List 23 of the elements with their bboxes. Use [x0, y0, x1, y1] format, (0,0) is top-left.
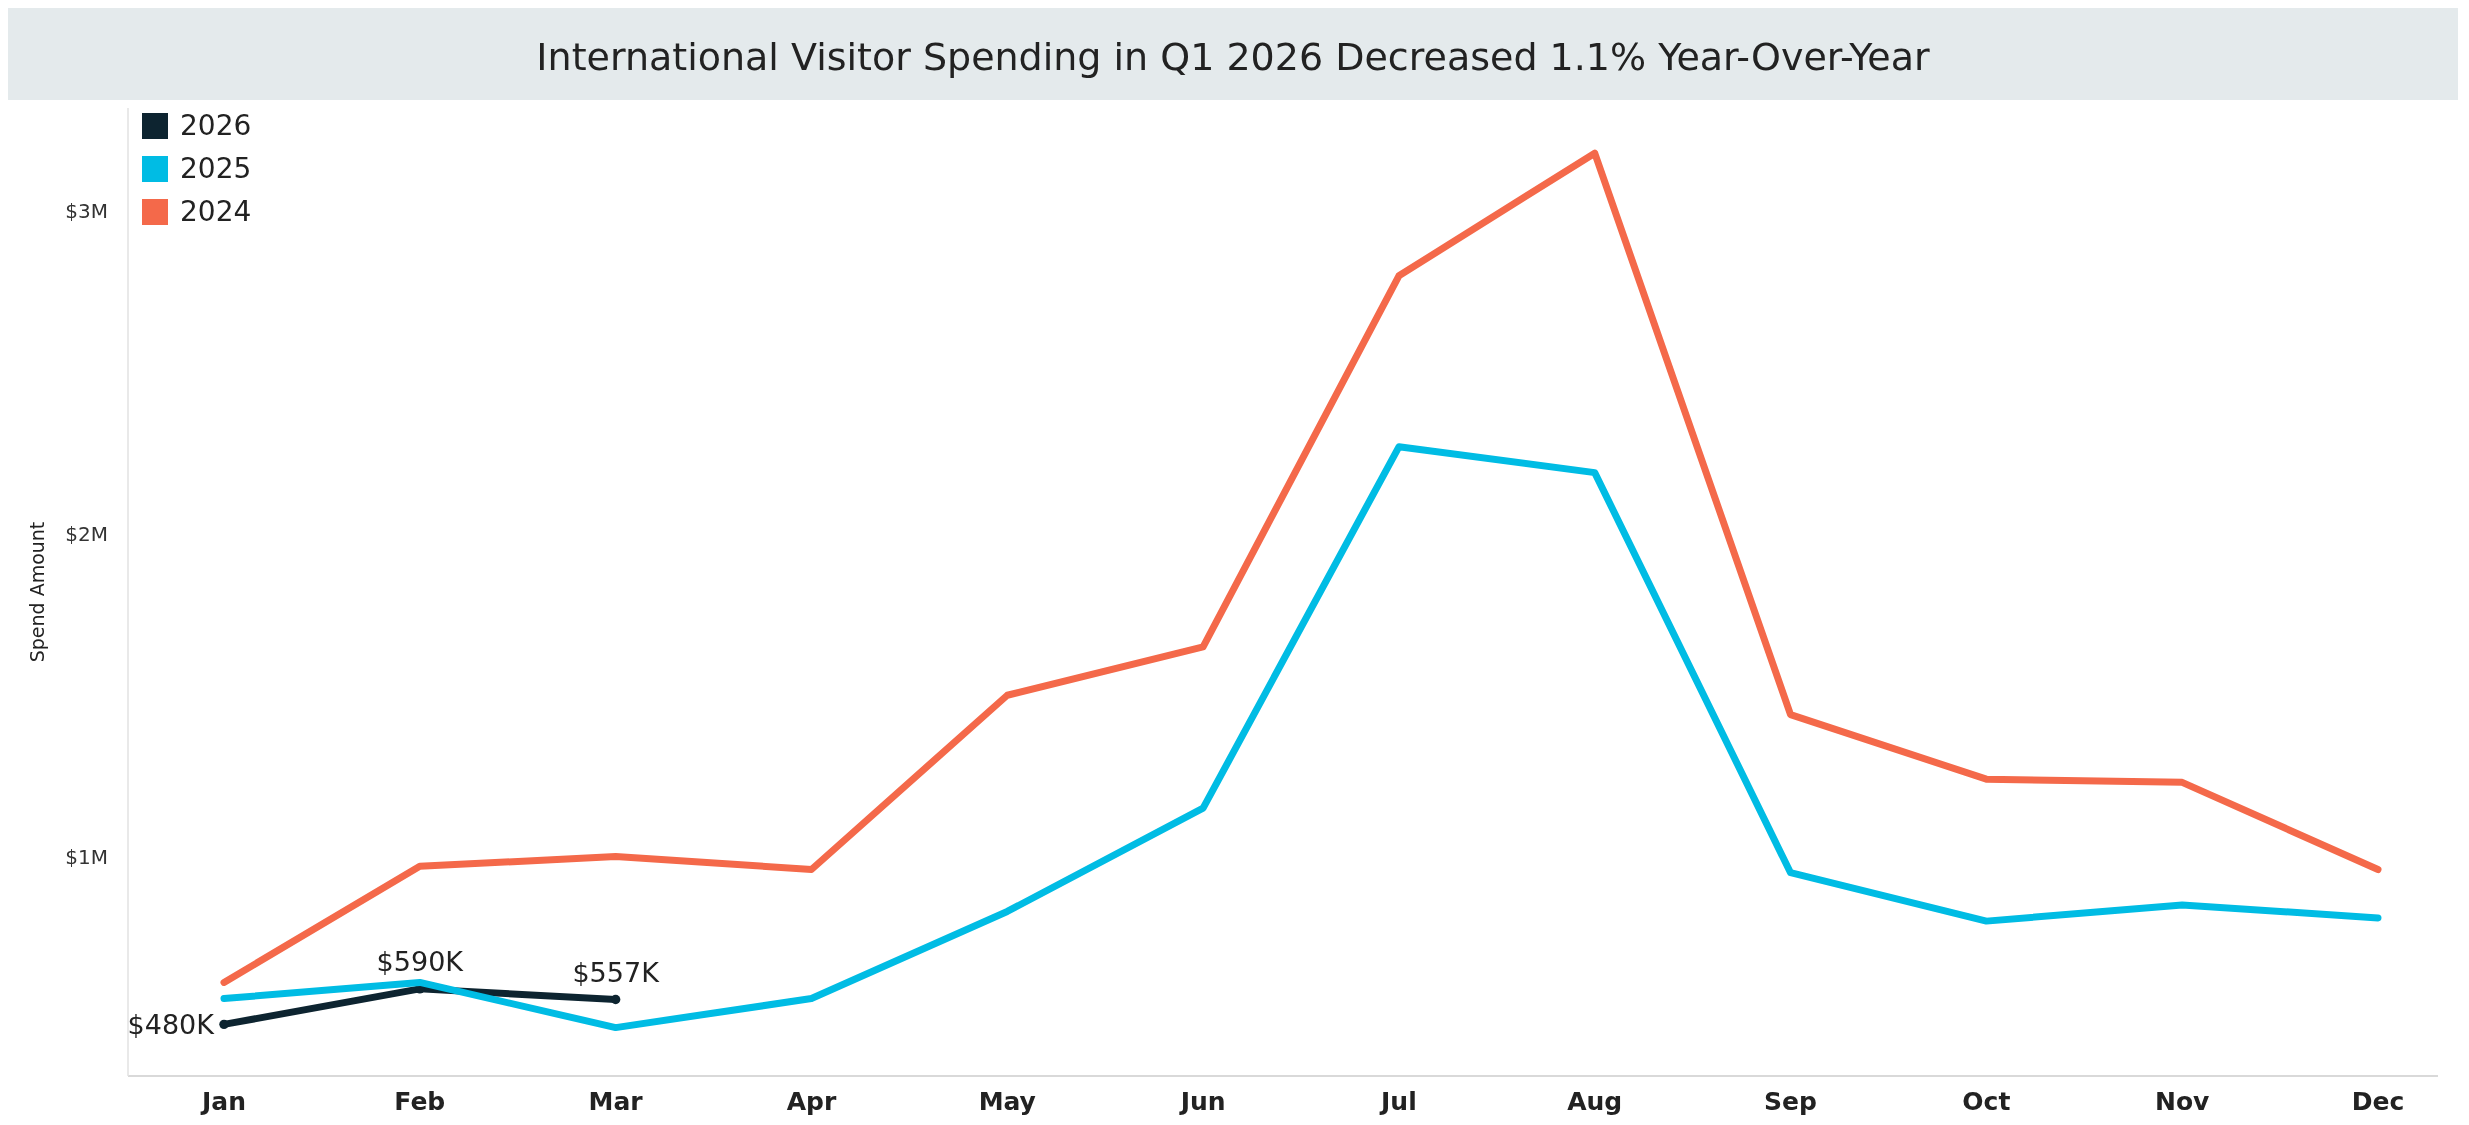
y-tick-label: $1M	[65, 844, 108, 869]
y-tick-label: $2M	[65, 521, 108, 546]
x-tick-label: Nov	[2154, 1087, 2210, 1116]
x-tick-label: Dec	[2351, 1087, 2405, 1116]
x-tick-label: Apr	[786, 1087, 837, 1116]
legend-label: 2024	[180, 195, 252, 228]
x-tick-label: May	[978, 1087, 1036, 1116]
data-label: $480K	[127, 1009, 216, 1041]
x-tick-label: Sep	[1764, 1087, 1817, 1116]
x-tick-label: Mar	[588, 1087, 644, 1116]
data-label: $557K	[572, 956, 661, 988]
legend-label: 2026	[180, 109, 252, 142]
y-tick-label: $3M	[65, 199, 108, 224]
x-tick-label: Jul	[1379, 1087, 1417, 1116]
x-tick-label: Jun	[1178, 1087, 1226, 1116]
data-label: $590K	[376, 945, 465, 977]
x-tick-label: Aug	[1567, 1087, 1623, 1116]
x-tick-label: Jan	[200, 1087, 246, 1116]
legend-label: 2025	[180, 152, 252, 185]
x-tick-label: Oct	[1962, 1087, 2011, 1116]
y-axis-title: Spend Amount	[26, 521, 48, 663]
chart-title: International Visitor Spending in Q1 2026 Decreased 1.1% Year-Over-Year	[536, 35, 1931, 79]
x-tick-label: Feb	[394, 1087, 446, 1116]
